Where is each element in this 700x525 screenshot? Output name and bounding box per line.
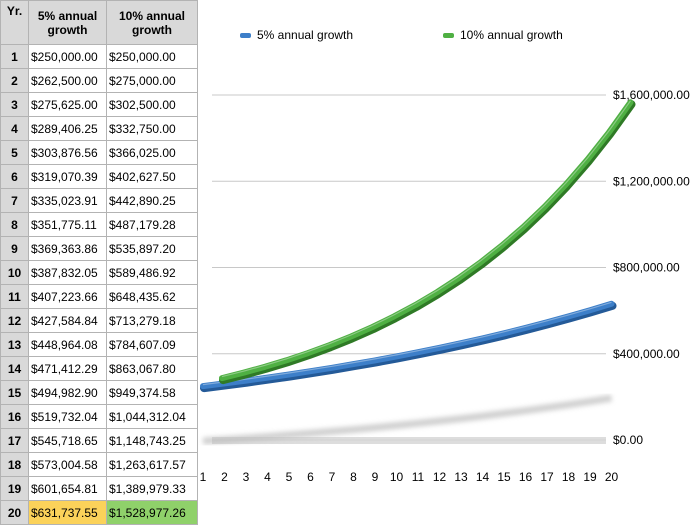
legend-swatch-5pct bbox=[240, 33, 251, 38]
x-tick-label: 13 bbox=[454, 470, 468, 484]
x-tick-label: 7 bbox=[329, 470, 336, 484]
chart-legend: 5% annual growth 10% annual growth bbox=[240, 28, 563, 42]
series-shadow bbox=[203, 398, 612, 441]
chart-y-axis: $0.00 $400,000.00 $800,000.00 $1,200,000.00… bbox=[613, 88, 690, 447]
series-line-edge bbox=[223, 104, 632, 380]
x-tick-label: 6 bbox=[307, 470, 314, 484]
x-tick-label: 4 bbox=[264, 470, 271, 484]
x-tick-label: 11 bbox=[412, 470, 425, 484]
x-tick-label: 18 bbox=[562, 470, 576, 484]
y-tick-label: $800,000.00 bbox=[613, 261, 680, 275]
chart-series bbox=[203, 101, 632, 388]
x-tick-label: 8 bbox=[350, 470, 357, 484]
x-tick-label: 5 bbox=[286, 470, 293, 484]
series-line-highlight bbox=[222, 101, 631, 377]
chart-gridlines bbox=[212, 95, 606, 440]
chart-shadows bbox=[203, 398, 612, 441]
x-tick-label: 2 bbox=[221, 470, 228, 484]
x-tick-label: 14 bbox=[476, 470, 490, 484]
legend-label-5pct: 5% annual growth bbox=[257, 28, 353, 42]
y-tick-label: $0.00 bbox=[613, 433, 643, 447]
x-tick-label: 17 bbox=[540, 470, 554, 484]
x-tick-label: 10 bbox=[390, 470, 404, 484]
y-tick-label: $1,200,000.00 bbox=[613, 174, 690, 188]
x-tick-label: 12 bbox=[433, 470, 447, 484]
y-tick-label: $400,000.00 bbox=[613, 347, 680, 361]
legend-label-10pct: 10% annual growth bbox=[460, 28, 563, 42]
x-tick-label: 15 bbox=[497, 470, 511, 484]
series-line-10pct bbox=[222, 102, 631, 378]
x-tick-label: 19 bbox=[583, 470, 597, 484]
x-tick-label: 1 bbox=[200, 470, 207, 484]
x-tick-label: 16 bbox=[519, 470, 533, 484]
legend-swatch-10pct bbox=[443, 33, 454, 38]
y-tick-label: $1,600,000.00 bbox=[613, 88, 690, 102]
x-tick-label: 9 bbox=[372, 470, 379, 484]
x-tick-label: 3 bbox=[243, 470, 250, 484]
x-tick-label: 20 bbox=[605, 470, 619, 484]
